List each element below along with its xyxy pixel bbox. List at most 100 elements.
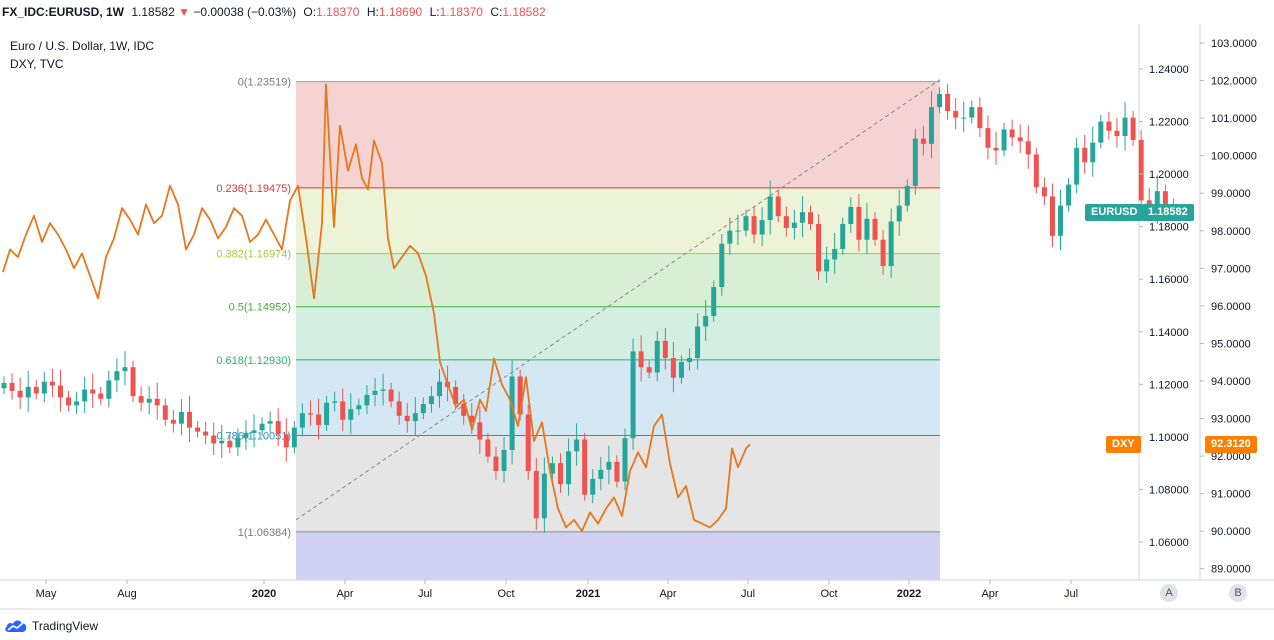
candle-body: [388, 389, 394, 402]
candle-body: [138, 396, 144, 403]
candle-body: [195, 427, 201, 432]
candle-body: [356, 405, 362, 410]
candle: [832, 232, 838, 274]
time-axis[interactable]: May Aug 2020 Apr Jul Oct 2021 Apr Jul Oct 2022 Apr J…: [36, 580, 1078, 600]
candle: [90, 373, 96, 408]
candle-body: [1033, 154, 1039, 188]
candle-body: [162, 405, 168, 420]
auto-scale-button[interactable]: A: [1160, 584, 1178, 602]
close-value: 1.18582: [502, 5, 546, 19]
candle: [154, 382, 160, 420]
candle: [33, 380, 39, 400]
candle: [695, 313, 701, 370]
candle-body: [453, 386, 459, 405]
dxy-price-badge: 92.3120: [1205, 436, 1257, 453]
time-axis-label: 2022: [897, 588, 921, 600]
candle: [57, 369, 63, 412]
candle-body: [670, 358, 676, 378]
price-axes[interactable]: 1.24000 1.22000 1.20000 1.18000 1.16000 1.140…: [1139, 38, 1257, 576]
eurusd-axis-label: 1.20000: [1149, 169, 1189, 181]
last-price: 1.18582: [131, 5, 175, 19]
candle-body: [783, 216, 789, 228]
candle: [388, 382, 394, 408]
candle-body: [711, 287, 717, 316]
legend-compare-series[interactable]: DXY, TVC: [10, 57, 64, 71]
candle: [985, 115, 991, 160]
candle: [211, 422, 217, 456]
candle: [638, 335, 644, 382]
candle-body: [654, 340, 660, 373]
candle-body: [130, 367, 136, 397]
candle-body: [904, 185, 910, 206]
candle: [138, 386, 144, 412]
candle: [719, 234, 725, 296]
dxy-axis-label: 100.0000: [1211, 151, 1257, 163]
candle: [501, 437, 507, 483]
candle-body: [590, 478, 596, 495]
candle-body: [549, 463, 555, 474]
candle-body: [25, 386, 31, 398]
fib-zone: [296, 531, 940, 580]
candle-body: [469, 415, 475, 423]
candle-body: [1098, 121, 1104, 143]
fib-retracement-zones[interactable]: 0(1.23519) 0.236(1.19475) 0.382(1.16974) 0.…: [216, 77, 941, 580]
candle: [791, 209, 797, 240]
legend-main-series[interactable]: Euro / U.S. Dollar, 1W, IDC: [10, 39, 155, 53]
candle: [646, 360, 652, 379]
candle-body: [751, 216, 757, 235]
candle: [566, 438, 572, 496]
fib-level-label: 0.618(1.12930): [216, 355, 291, 367]
candle-body: [977, 107, 983, 129]
candle-body: [799, 212, 805, 223]
dxy-axis-label: 97.0000: [1211, 263, 1251, 275]
candle: [437, 368, 443, 408]
candle: [348, 393, 354, 435]
candle-body: [509, 376, 515, 450]
candle-body: [1041, 187, 1047, 197]
candle-body: [662, 340, 668, 359]
candle: [654, 331, 660, 382]
candle: [259, 417, 265, 437]
candle: [283, 418, 289, 462]
dxy-axis-label: 103.0000: [1211, 38, 1257, 50]
candle: [864, 202, 870, 255]
candle: [896, 189, 902, 236]
candle-body: [525, 414, 531, 472]
candle-body: [219, 440, 225, 444]
low-value: 1.18370: [439, 5, 483, 19]
candle: [920, 125, 926, 156]
price-chart[interactable]: 0(1.23519) 0.236(1.19475) 0.382(1.16974) 0.…: [0, 24, 1274, 610]
log-scale-button[interactable]: B: [1229, 584, 1247, 602]
dxy-name-badge: DXY: [1106, 436, 1141, 453]
candle-body: [1017, 137, 1023, 142]
dxy-axis-label: 99.0000: [1211, 188, 1251, 200]
candle: [275, 408, 281, 446]
dxy-axis-label: 90.0000: [1211, 526, 1251, 538]
candle-body: [533, 471, 539, 519]
candle: [74, 391, 80, 415]
candle: [186, 395, 192, 443]
candle-body: [243, 432, 249, 439]
candle: [945, 84, 951, 120]
tradingview-logo[interactable]: TradingView: [4, 619, 98, 633]
candle: [1058, 189, 1064, 251]
candle-body: [82, 389, 88, 402]
candle-body: [170, 419, 176, 424]
candle-body: [767, 196, 773, 221]
candle: [49, 368, 55, 398]
candle-body: [1049, 196, 1055, 236]
candle-body: [114, 371, 120, 381]
time-axis-label: Apr: [659, 588, 676, 600]
candle: [178, 399, 184, 436]
candle-body: [687, 358, 693, 362]
symbol-title[interactable]: FX_IDC:EURUSD, 1W: [2, 5, 125, 19]
candle: [961, 101, 967, 133]
candle-body: [953, 111, 959, 118]
candle: [1098, 114, 1104, 149]
time-axis-label: Jul: [418, 588, 432, 600]
candle: [1122, 101, 1128, 151]
candle-body: [1, 382, 7, 389]
candle-body: [49, 381, 55, 386]
candle-body: [307, 413, 313, 415]
open-label: O:: [303, 5, 317, 19]
